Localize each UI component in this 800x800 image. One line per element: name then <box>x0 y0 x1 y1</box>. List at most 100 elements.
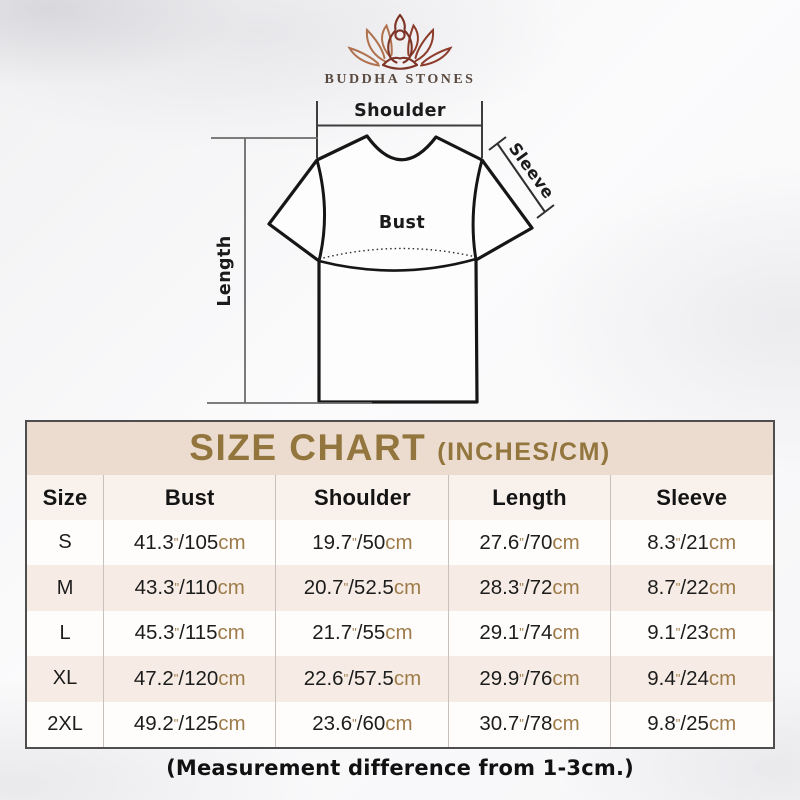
cm-value: 21 <box>686 530 709 554</box>
value-separator: / <box>523 621 530 645</box>
inches-value: 19.7 <box>312 530 353 554</box>
measurement-cell: 8.7 "/22 cm <box>609 565 773 611</box>
inches-value: 23.6 <box>312 712 353 736</box>
inches-value: 8.3 <box>647 530 676 554</box>
value-separator: / <box>348 666 354 690</box>
inches-value: 49.2 <box>133 712 174 736</box>
cm-unit: cm <box>385 530 413 554</box>
cm-value: 55 <box>362 621 386 645</box>
cm-value: 110 <box>184 576 218 600</box>
cm-unit: cm <box>393 576 422 600</box>
length-label: Length <box>215 235 235 306</box>
measurement-cell: 21.7 "/55 cm <box>275 610 448 657</box>
measurement-cell: 41.3 "/105 cm <box>103 520 275 566</box>
cm-value: 120 <box>184 666 219 690</box>
value-separator: / <box>680 576 687 600</box>
value-separator: / <box>178 530 185 554</box>
table-row: M 43.3 "/110 cm 20.7 "/52.5 cm 28.3 "/72 cm 8.7 "/2… <box>27 565 773 611</box>
value-separator: / <box>523 576 530 600</box>
inches-value: 47.2 <box>133 666 174 690</box>
bust-label: Bust <box>379 213 425 233</box>
size-chart-title-band: SIZE CHART (INCHES/CM) <box>27 422 773 475</box>
cm-value: 52.5 <box>353 576 394 600</box>
meditating-figure-icon <box>381 13 419 70</box>
size-cell: XL <box>52 667 78 690</box>
cm-unit: cm <box>385 712 413 736</box>
cm-unit: cm <box>552 666 580 690</box>
size-chart-title: SIZE CHART <box>189 427 427 468</box>
table-row: L 45.3 "/115 cm 21.7 "/55 cm 29.1 "/74 cm 9.1 "/23 c… <box>27 610 773 657</box>
size-cell: L <box>59 621 71 644</box>
inches-value: 22.6 <box>303 666 344 690</box>
measurement-cell: 19.7 "/50 cm <box>275 520 448 566</box>
cm-value: 125 <box>184 712 219 736</box>
cm-value: 76 <box>529 666 553 690</box>
brand-name: BUDDHA STONES <box>324 72 476 87</box>
value-separator: / <box>348 576 354 600</box>
cm-value: 24 <box>686 666 709 690</box>
measurement-cell: 28.3 "/72 cm <box>448 565 609 611</box>
value-separator: / <box>356 530 363 554</box>
measurement-cell: 29.9 "/76 cm <box>448 656 609 702</box>
cm-unit: cm <box>217 576 245 600</box>
measurement-cell: 29.1 "/74 cm <box>448 610 609 657</box>
cm-unit: cm <box>708 530 737 554</box>
measurement-note: (Measurement difference from 1-3cm.) <box>166 756 634 780</box>
length-measure-line <box>207 137 372 404</box>
cm-unit: cm <box>708 621 737 645</box>
measurement-cell: 47.2 "/120 cm <box>103 656 275 702</box>
column-header-length: Length <box>448 475 609 520</box>
measurement-cell: 45.3 "/115 cm <box>103 610 275 657</box>
right-armhole-seam <box>471 159 484 261</box>
shoulder-label: Shoulder <box>354 101 446 121</box>
cm-value: 70 <box>529 530 553 554</box>
size-table-rows: S 41.3 "/105 cm 19.7 "/50 cm 27.6 "/70 cm 8.3 "/21 c… <box>27 520 773 747</box>
table-row: 2XL 49.2 "/125 cm 23.6 "/60 cm 30.7 "/78 cm 9.8 "/2… <box>27 701 773 747</box>
cm-unit: cm <box>385 621 413 645</box>
bust-ellipse-solid-arc <box>318 257 477 272</box>
size-cell: 2XL <box>47 712 83 735</box>
buddha-stones-lotus-logo-icon <box>347 13 453 70</box>
cm-unit: cm <box>217 621 245 645</box>
measurement-cell: 9.8 "/25 cm <box>609 701 773 747</box>
inches-value: 28.3 <box>479 576 520 600</box>
cm-value: 74 <box>529 621 553 645</box>
column-header-sleeve: Sleeve <box>609 475 773 520</box>
size-cell: S <box>58 531 72 554</box>
cm-value: 50 <box>362 530 386 554</box>
size-chart-table: SIZE CHART (INCHES/CM) Size Bust Shoulde… <box>25 420 775 749</box>
cm-unit: cm <box>218 666 246 690</box>
cm-unit: cm <box>552 530 580 554</box>
cm-unit: cm <box>393 666 422 690</box>
measurement-cell: 8.3 "/21 cm <box>609 520 773 566</box>
cm-unit: cm <box>552 576 580 600</box>
cm-value: 25 <box>686 712 709 736</box>
table-row: XL 47.2 "/120 cm 22.6 "/57.5 cm 29.9 "/76 cm 9.4 " /… <box>27 656 773 702</box>
inches-value: 20.7 <box>303 576 344 600</box>
inches-value: 30.7 <box>479 712 520 736</box>
bust-ellipse-dotted-arc <box>318 247 477 260</box>
cm-value: 57.5 <box>353 666 394 690</box>
cm-unit: cm <box>218 712 246 736</box>
value-separator: / <box>179 621 185 645</box>
inches-value: 43.3 <box>134 576 175 600</box>
cm-unit: cm <box>552 712 580 736</box>
value-separator: / <box>179 576 185 600</box>
cm-value: 72 <box>529 576 553 600</box>
inches-value: 41.3 <box>133 530 174 554</box>
inches-value: 45.3 <box>134 621 175 645</box>
left-armhole-seam <box>315 159 327 262</box>
measurement-cell: 9.4 "/24 cm <box>609 656 773 702</box>
value-separator: / <box>680 712 687 736</box>
measurement-cell: 30.7 "/78 cm <box>448 701 609 747</box>
value-separator: / <box>356 621 363 645</box>
value-separator: / <box>178 666 185 690</box>
tshirt-outline <box>267 134 534 404</box>
value-separator: / <box>523 530 530 554</box>
cm-value: 115 <box>184 621 218 645</box>
cm-unit: cm <box>708 576 737 600</box>
value-separator: / <box>680 621 687 645</box>
inches-value: 21.7 <box>312 621 353 645</box>
column-header-shoulder: Shoulder <box>275 475 448 520</box>
